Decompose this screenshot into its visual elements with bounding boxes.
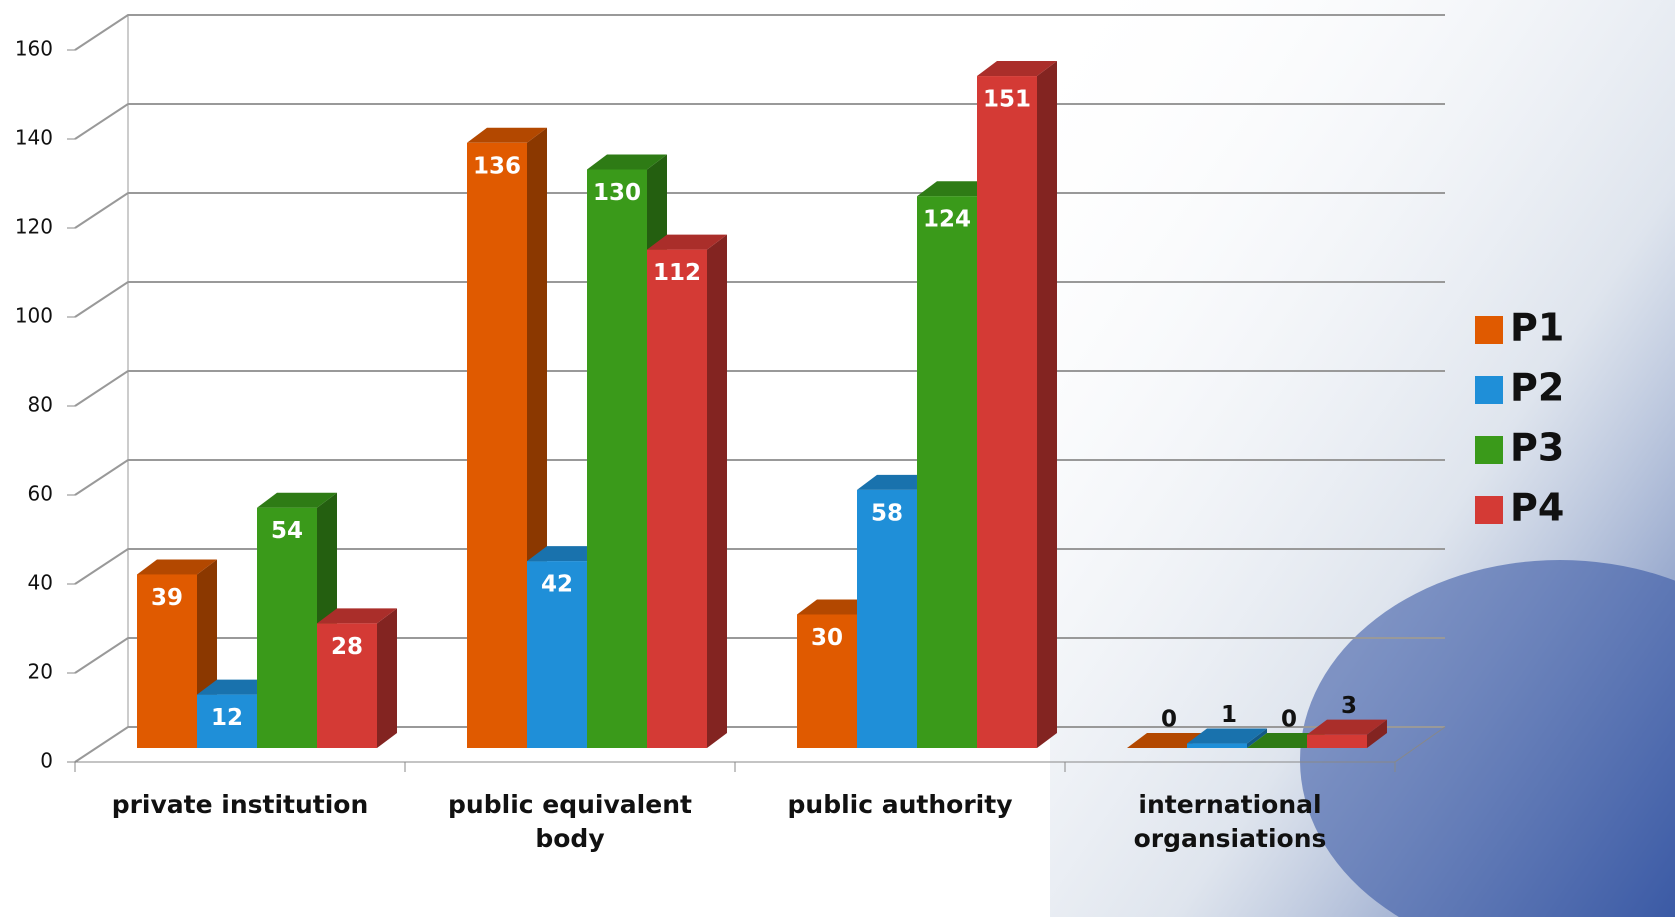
data-label: 151 [983,87,1031,113]
y-tick-label: 160 [15,37,53,61]
data-label: 0 [1281,707,1297,733]
bar [977,76,1037,748]
y-tick-label: 20 [28,660,53,684]
y-tick-label: 60 [28,482,53,506]
y-tick-label: 80 [28,393,53,417]
bar [1307,735,1367,748]
bar [1187,744,1247,748]
y-tick-label: 0 [40,749,53,773]
data-label: 130 [593,180,641,206]
bar [857,490,917,748]
data-label: 30 [811,625,843,651]
data-label: 124 [923,207,971,233]
data-label: 42 [541,572,573,598]
bar [467,143,527,748]
legend-label: P1 [1510,306,1564,350]
legend-label: P2 [1510,366,1564,410]
data-label: 54 [271,518,303,544]
data-label: 39 [151,585,183,611]
legend-swatch [1475,436,1503,464]
y-tick-label: 120 [15,215,53,239]
bar [917,196,977,748]
chart: 02040608010012014016039136300P11242581P2… [0,0,1675,917]
y-tick-label: 100 [15,304,53,328]
data-label: 12 [211,705,243,731]
bar [587,170,647,749]
bar [647,250,707,748]
x-tick-label: international organsiations [1090,788,1370,856]
x-tick-label: public authority [760,788,1040,822]
data-label: 3 [1341,693,1357,719]
legend-label: P4 [1510,486,1564,530]
y-tick-label: 140 [15,126,53,150]
legend-swatch [1475,316,1503,344]
bar-side [377,608,397,748]
data-label: 112 [653,260,701,286]
data-label: 136 [473,153,521,179]
legend-swatch [1475,496,1503,524]
x-tick-label: private institution [100,788,380,822]
data-label: 0 [1161,707,1177,733]
data-label: 58 [871,500,903,526]
data-label: 28 [331,634,363,660]
data-label: 1 [1221,702,1237,728]
page: 02040608010012014016039136300P11242581P2… [0,0,1675,917]
x-tick-label: public equivalent body [430,788,710,856]
bar-side [1037,61,1057,748]
y-tick-label: 40 [28,571,53,595]
legend-label: P3 [1510,426,1564,470]
bar-side [707,235,727,748]
legend-swatch [1475,376,1503,404]
